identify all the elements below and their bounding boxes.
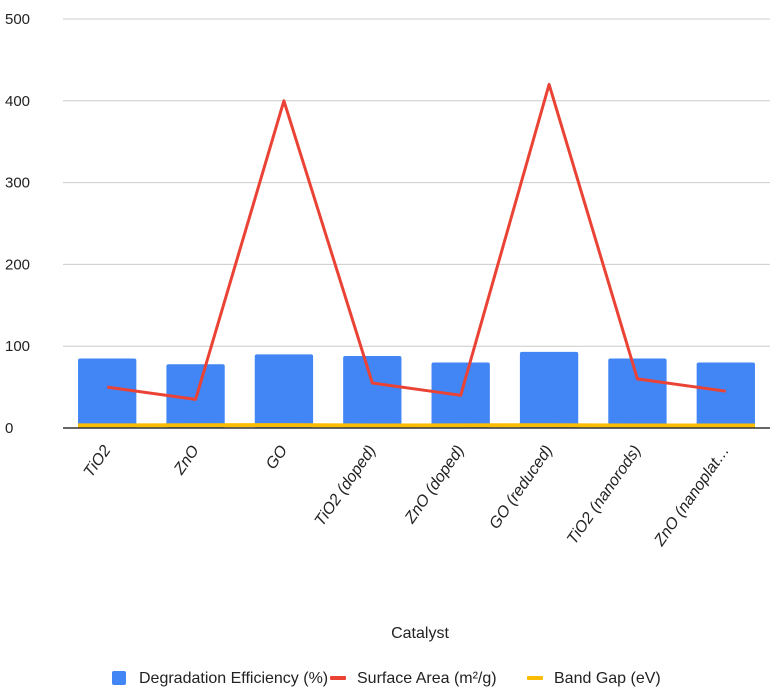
x-tick-label: TiO2 (nanorods)	[564, 443, 645, 548]
x-tick-label: TiO2	[81, 442, 115, 480]
bar-degradation-efficiency	[254, 354, 314, 428]
y-axis-tick-labels: 0 100 200 300 400 500	[5, 11, 30, 437]
legend-label: Band Gap (eV)	[554, 670, 661, 687]
legend-label: Degradation Efficiency (%)	[139, 670, 328, 687]
bar-degradation-efficiency	[343, 356, 402, 428]
surface-area-line	[106, 82, 727, 401]
y-tick-label: 100	[5, 338, 30, 355]
legend-swatch-line	[527, 676, 543, 680]
x-tick-label: ZnO (doped)	[401, 443, 468, 528]
y-tick-label: 0	[5, 420, 13, 437]
legend-swatch-line	[330, 676, 346, 680]
x-tick-label: GO (reduced)	[486, 443, 556, 533]
y-tick-label: 400	[5, 93, 30, 110]
y-tick-label: 300	[5, 175, 30, 192]
legend-swatch-bar	[112, 671, 126, 685]
x-tick-label: ZnO (nanoplat…	[651, 443, 733, 550]
bar-degradation-efficiency	[78, 358, 137, 428]
x-tick-label: TiO2 (doped)	[312, 443, 380, 530]
bar-degradation-efficiency	[696, 362, 755, 428]
y-tick-label: 200	[5, 256, 30, 273]
gridlines	[63, 18, 770, 347]
x-axis-title: Catalyst	[391, 625, 449, 642]
x-tick-label: GO	[263, 443, 291, 473]
bar-degradation-efficiency	[608, 358, 667, 428]
legend: Degradation Efficiency (%) Surface Area (…	[112, 670, 661, 687]
bar-degradation-efficiency	[519, 351, 579, 428]
y-tick-label: 500	[5, 11, 30, 28]
legend-label: Surface Area (m²/g)	[357, 670, 497, 687]
x-tick-label: ZnO	[170, 443, 202, 479]
line-series	[77, 82, 755, 428]
bar-series	[78, 351, 755, 428]
x-axis-tick-labels: TiO2 ZnO GO TiO2 (doped) ZnO (doped) GO (redu…	[81, 442, 733, 550]
